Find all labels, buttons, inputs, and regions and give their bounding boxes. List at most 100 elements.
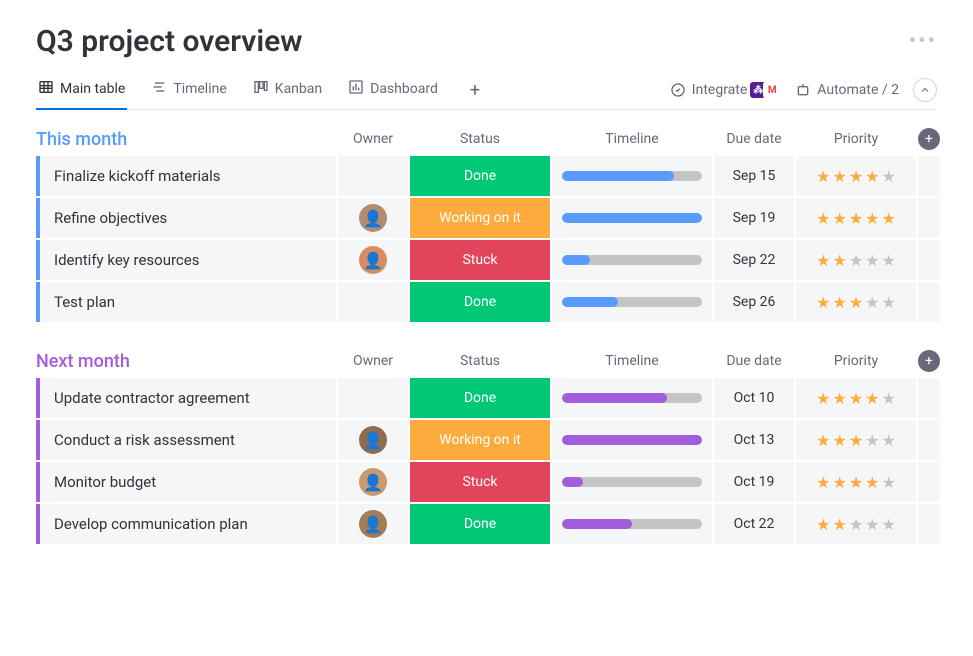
column-header[interactable]: Status	[410, 353, 550, 369]
group-title[interactable]: This month	[36, 129, 336, 150]
due-date-cell[interactable]: Sep 19	[714, 198, 794, 238]
timeline-cell[interactable]	[552, 420, 712, 460]
view-tab-kanban[interactable]: Kanban	[251, 71, 324, 109]
star-icon: ★	[832, 515, 846, 534]
priority-cell[interactable]: ★★★★★	[796, 240, 916, 280]
task-name-cell[interactable]: Update contractor agreement	[36, 378, 336, 418]
status-cell[interactable]: Done	[410, 156, 550, 196]
column-header[interactable]: Priority	[796, 131, 916, 147]
status-cell[interactable]: Done	[410, 282, 550, 322]
star-icon: ★	[816, 473, 830, 492]
owner-cell[interactable]: 👤	[338, 462, 408, 502]
owner-cell[interactable]: 👤	[338, 198, 408, 238]
column-header[interactable]: Timeline	[552, 131, 712, 147]
avatar: 👤	[359, 246, 387, 274]
due-date-cell[interactable]: Sep 15	[714, 156, 794, 196]
timeline-cell[interactable]	[552, 156, 712, 196]
timeline-bar	[562, 297, 702, 307]
view-tab-dashboard[interactable]: Dashboard	[346, 71, 440, 109]
column-header[interactable]: Owner	[338, 131, 408, 147]
due-date-cell[interactable]: Sep 26	[714, 282, 794, 322]
timeline-cell[interactable]	[552, 198, 712, 238]
task-name-cell[interactable]: Monitor budget	[36, 462, 336, 502]
column-header[interactable]: Timeline	[552, 353, 712, 369]
owner-cell[interactable]	[338, 156, 408, 196]
column-header[interactable]: Due date	[714, 353, 794, 369]
avatar: 👤	[359, 426, 387, 454]
due-date-cell[interactable]: Oct 10	[714, 378, 794, 418]
status-cell[interactable]: Working on it	[410, 198, 550, 238]
timeline-cell[interactable]	[552, 504, 712, 544]
column-header[interactable]: Due date	[714, 131, 794, 147]
add-column-button[interactable]: +	[918, 350, 940, 372]
priority-cell[interactable]: ★★★★★	[796, 156, 916, 196]
due-date-cell[interactable]: Oct 13	[714, 420, 794, 460]
automate-icon	[795, 82, 811, 98]
view-tab-timeline[interactable]: Timeline	[149, 71, 228, 109]
priority-cell[interactable]: ★★★★★	[796, 198, 916, 238]
column-header[interactable]: Priority	[796, 353, 916, 369]
task-name-cell[interactable]: Identify key resources	[36, 240, 336, 280]
collapse-toolbar-button[interactable]	[913, 78, 937, 102]
priority-cell[interactable]: ★★★★★	[796, 282, 916, 322]
status-cell[interactable]: Stuck	[410, 462, 550, 502]
integrate-button[interactable]: Integrate ⁂M	[670, 81, 782, 99]
status-cell[interactable]: Done	[410, 504, 550, 544]
task-name-cell[interactable]: Conduct a risk assessment	[36, 420, 336, 460]
column-header[interactable]: Owner	[338, 353, 408, 369]
due-date-cell[interactable]: Oct 19	[714, 462, 794, 502]
table-row: Develop communication plan👤DoneOct 22★★★…	[36, 504, 937, 544]
status-cell[interactable]: Stuck	[410, 240, 550, 280]
column-header[interactable]: Status	[410, 131, 550, 147]
star-icon: ★	[865, 251, 879, 270]
table-row: Refine objectives 👤 Working on it Sep 19★★★…	[36, 198, 937, 238]
add-column-button[interactable]: +	[918, 128, 940, 150]
star-icon: ★	[832, 431, 846, 450]
owner-cell[interactable]: 👤	[338, 504, 408, 544]
owner-cell[interactable]: 👤	[338, 240, 408, 280]
star-icon: ★	[832, 167, 846, 186]
view-tab-label: Timeline	[173, 81, 226, 97]
group-title[interactable]: Next month	[36, 351, 336, 372]
avatar: 👤	[359, 468, 387, 496]
star-icon: ★	[816, 293, 830, 312]
view-tab-main[interactable]: Main table	[36, 71, 127, 109]
automate-button[interactable]: Automate / 2	[795, 82, 899, 98]
priority-cell[interactable]: ★★★★★	[796, 378, 916, 418]
avatar: 👤	[359, 204, 387, 232]
priority-cell[interactable]: ★★★★★	[796, 420, 916, 460]
timeline-cell[interactable]	[552, 282, 712, 322]
table-icon	[38, 79, 54, 99]
priority-cell[interactable]: ★★★★★	[796, 504, 916, 544]
priority-cell[interactable]: ★★★★★	[796, 462, 916, 502]
row-tail	[918, 282, 940, 322]
star-icon: ★	[882, 293, 896, 312]
status-cell[interactable]: Done	[410, 378, 550, 418]
star-icon: ★	[865, 293, 879, 312]
task-name-cell[interactable]: Refine objectives	[36, 198, 336, 238]
row-tail	[918, 378, 940, 418]
due-date-cell[interactable]: Oct 22	[714, 504, 794, 544]
owner-cell[interactable]	[338, 282, 408, 322]
star-icon: ★	[849, 389, 863, 408]
more-menu-icon[interactable]: •••	[909, 29, 937, 54]
timeline-cell[interactable]	[552, 462, 712, 502]
view-tab-label: Main table	[60, 81, 125, 97]
row-tail	[918, 420, 940, 460]
timeline-cell[interactable]	[552, 240, 712, 280]
group-this_month: This monthOwnerStatusTimelineDue datePri…	[36, 128, 937, 322]
due-date-cell[interactable]: Sep 22	[714, 240, 794, 280]
owner-cell[interactable]: 👤	[338, 420, 408, 460]
timeline-cell[interactable]	[552, 378, 712, 418]
task-name-cell[interactable]: Finalize kickoff materials	[36, 156, 336, 196]
star-icon: ★	[849, 515, 863, 534]
task-name-cell[interactable]: Test plan	[36, 282, 336, 322]
dashboard-icon	[348, 79, 364, 99]
owner-cell[interactable]	[338, 378, 408, 418]
star-icon: ★	[882, 473, 896, 492]
row-tail	[918, 198, 940, 238]
task-name-cell[interactable]: Develop communication plan	[36, 504, 336, 544]
status-cell[interactable]: Working on it	[410, 420, 550, 460]
integrate-label: Integrate	[692, 82, 748, 98]
add-view-button[interactable]: +	[462, 76, 488, 105]
